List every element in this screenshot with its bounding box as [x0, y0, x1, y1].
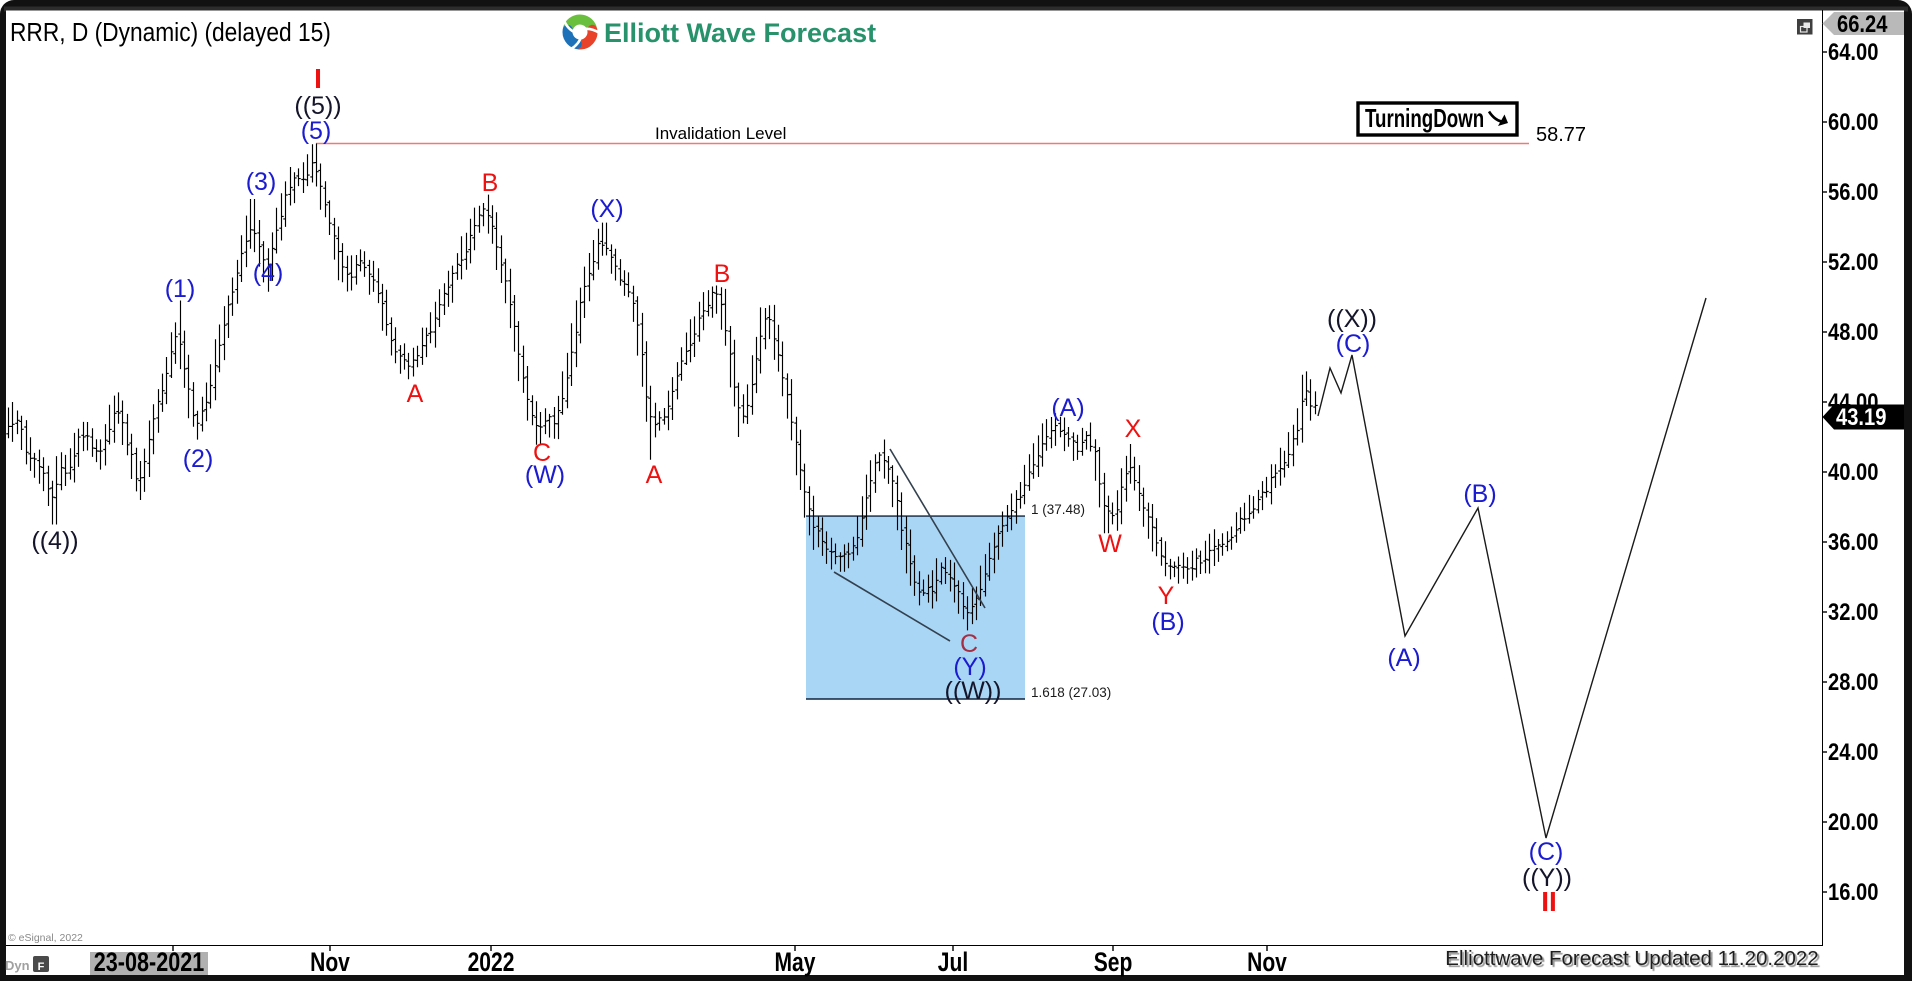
svg-text:A: A [646, 461, 663, 489]
svg-text:Sep: Sep [1094, 948, 1133, 978]
svg-text:(A): (A) [1387, 644, 1420, 672]
svg-text:(Y): (Y) [953, 653, 986, 681]
svg-text:Jul: Jul [938, 948, 968, 978]
svg-text:2022: 2022 [468, 948, 515, 978]
svg-text:16.00: 16.00 [1828, 878, 1878, 905]
svg-text:I: I [314, 63, 322, 94]
svg-text:Nov: Nov [310, 948, 350, 978]
svg-text:((4)): ((4)) [31, 527, 78, 555]
svg-text:(3): (3) [246, 168, 277, 196]
svg-text:((X)): ((X)) [1327, 305, 1377, 333]
svg-text:60.00: 60.00 [1828, 108, 1878, 135]
svg-text:52.00: 52.00 [1828, 248, 1878, 275]
svg-text:((Y)): ((Y)) [1522, 864, 1572, 892]
svg-text:66.24: 66.24 [1837, 10, 1888, 37]
svg-text:(B): (B) [1463, 480, 1496, 508]
svg-text:36.00: 36.00 [1828, 528, 1878, 555]
svg-text:B: B [714, 260, 731, 288]
svg-text:RRR, D (Dynamic) (delayed 15): RRR, D (Dynamic) (delayed 15) [10, 19, 331, 48]
svg-text:Invalidation Level: Invalidation Level [655, 124, 786, 143]
svg-text:Dyn: Dyn [5, 958, 30, 973]
svg-text:(2): (2) [183, 445, 214, 473]
svg-text:40.00: 40.00 [1828, 458, 1878, 485]
svg-text:24.00: 24.00 [1828, 738, 1878, 765]
svg-text:(C): (C) [1529, 838, 1564, 866]
svg-text:20.00: 20.00 [1828, 808, 1878, 835]
svg-text:1 (37.48): 1 (37.48) [1031, 502, 1085, 517]
svg-text:B: B [482, 169, 499, 197]
svg-text:May: May [775, 948, 816, 978]
svg-text:(1): (1) [165, 275, 196, 303]
svg-text:X: X [1125, 415, 1142, 443]
svg-text:(B): (B) [1151, 608, 1184, 636]
svg-text:C: C [960, 630, 978, 658]
svg-text:(4): (4) [253, 259, 284, 287]
svg-text:58.77: 58.77 [1536, 124, 1586, 146]
svg-text:W: W [1098, 530, 1122, 558]
svg-text:TurningDown: TurningDown [1365, 103, 1484, 133]
svg-text:((W)): ((W)) [945, 677, 1002, 705]
svg-text:(W): (W) [525, 461, 565, 489]
svg-text:A: A [407, 380, 424, 408]
svg-text:1.618 (27.03): 1.618 (27.03) [1031, 685, 1111, 700]
svg-text:43.19: 43.19 [1836, 403, 1886, 430]
svg-text:32.00: 32.00 [1828, 598, 1878, 625]
svg-text:(C): (C) [1336, 330, 1371, 358]
svg-text:48.00: 48.00 [1828, 318, 1878, 345]
svg-text:64.00: 64.00 [1828, 38, 1878, 65]
svg-text:F: F [38, 961, 45, 973]
svg-text:28.00: 28.00 [1828, 668, 1878, 695]
svg-text:Elliott Wave Forecast: Elliott Wave Forecast [604, 18, 876, 48]
svg-text:23-08-2021: 23-08-2021 [94, 948, 204, 978]
svg-text:((5)): ((5)) [294, 92, 341, 120]
svg-text:(5): (5) [301, 117, 332, 145]
svg-text:II: II [1541, 886, 1557, 917]
svg-text:C: C [533, 439, 551, 467]
svg-text:© eSignal, 2022: © eSignal, 2022 [8, 932, 83, 944]
svg-text:(A): (A) [1051, 394, 1084, 422]
svg-text:Nov: Nov [1247, 948, 1287, 978]
svg-text:Elliottwave Forecast Updated 1: Elliottwave Forecast Updated 11.20.2022 [1445, 947, 1818, 970]
svg-text:56.00: 56.00 [1828, 178, 1878, 205]
svg-text:Y: Y [1158, 582, 1175, 610]
svg-text:(X): (X) [590, 195, 623, 223]
